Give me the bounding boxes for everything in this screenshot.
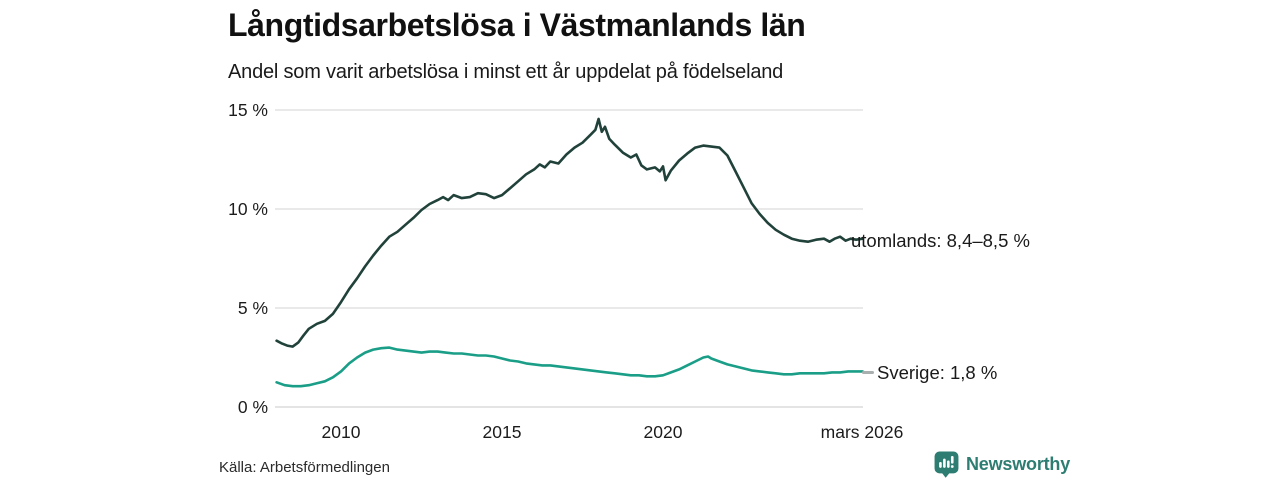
source-note: Källa: Arbetsförmedlingen <box>219 459 390 476</box>
series-label-sverige: Sverige: 1,8 % <box>877 362 998 383</box>
y-axis-tick-15: 15 % <box>228 100 268 120</box>
x-axis-tick-2010: 2010 <box>321 422 361 442</box>
newsworthy-logo: Newsworthy <box>934 450 1070 478</box>
x-axis-tick-2020: 2020 <box>643 422 683 442</box>
series-line-utomlands <box>275 117 864 348</box>
series-label-utomlands: utomlands: 8,4–8,5 % <box>851 230 1030 251</box>
y-axis-tick-5: 5 % <box>237 298 268 318</box>
x-axis-tick-2015: 2015 <box>482 422 522 442</box>
y-axis-tick-0: 0 % <box>237 397 268 417</box>
series-line-sverige <box>275 346 864 388</box>
x-axis-tick-mars-2026: mars 2026 <box>820 422 904 442</box>
chart-subtitle: Andel som varit arbetslösa i minst ett å… <box>228 61 784 83</box>
newsworthy-speech-bubble-barchart-icon <box>934 451 959 478</box>
sverige-label-connector-dash <box>862 371 874 374</box>
newsworthy-wordmark: Newsworthy <box>966 453 1071 474</box>
page-title: Långtidsarbetslösa i Västmanlands län <box>228 7 806 43</box>
y-axis-tick-10: 10 % <box>228 199 268 219</box>
